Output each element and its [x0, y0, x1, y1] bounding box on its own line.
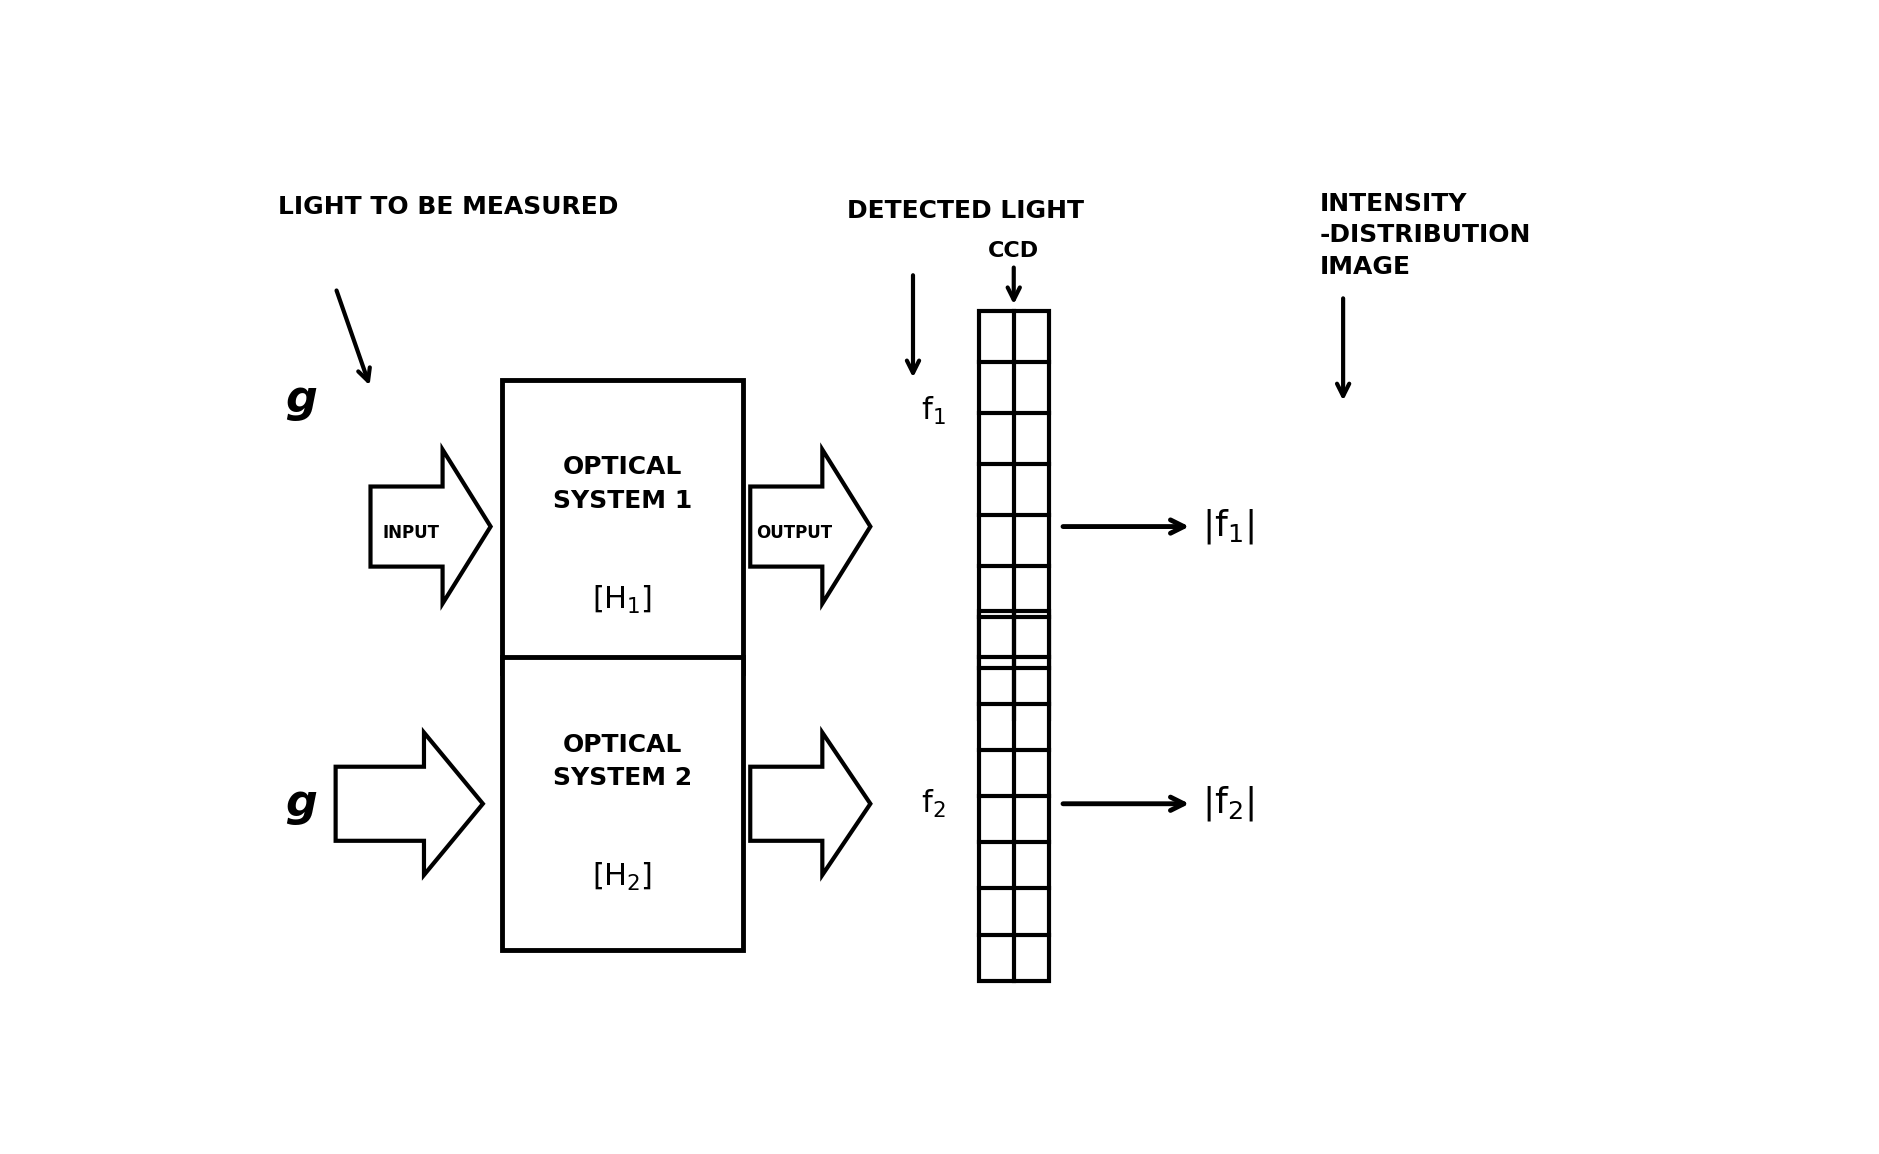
Polygon shape — [750, 733, 870, 875]
Text: |f$_1$|: |f$_1$| — [1203, 507, 1253, 546]
Bar — [502, 658, 742, 950]
Text: CCD: CCD — [988, 241, 1039, 261]
Text: [H$_2$]: [H$_2$] — [592, 861, 652, 893]
Text: g: g — [286, 379, 318, 421]
Bar — [502, 381, 742, 673]
Polygon shape — [370, 450, 490, 604]
Text: |f$_2$|: |f$_2$| — [1203, 785, 1253, 823]
Bar — [979, 612, 1048, 981]
Text: f$_2$: f$_2$ — [921, 788, 945, 819]
Text: OUTPUT: OUTPUT — [757, 524, 832, 541]
Text: OPTICAL
SYSTEM 1: OPTICAL SYSTEM 1 — [552, 456, 691, 514]
Polygon shape — [336, 733, 483, 875]
Polygon shape — [750, 450, 870, 604]
Text: DETECTED LIGHT: DETECTED LIGHT — [847, 200, 1084, 224]
Text: f$_1$: f$_1$ — [921, 395, 945, 427]
Text: OPTICAL
SYSTEM 2: OPTICAL SYSTEM 2 — [552, 733, 691, 790]
Text: [H$_1$]: [H$_1$] — [592, 584, 652, 616]
Text: INTENSITY
-DISTRIBUTION
IMAGE: INTENSITY -DISTRIBUTION IMAGE — [1319, 192, 1531, 279]
Text: g: g — [286, 782, 318, 825]
Text: INPUT: INPUT — [381, 524, 440, 541]
Bar — [979, 310, 1048, 719]
Text: LIGHT TO BE MEASURED: LIGHT TO BE MEASURED — [278, 195, 618, 219]
